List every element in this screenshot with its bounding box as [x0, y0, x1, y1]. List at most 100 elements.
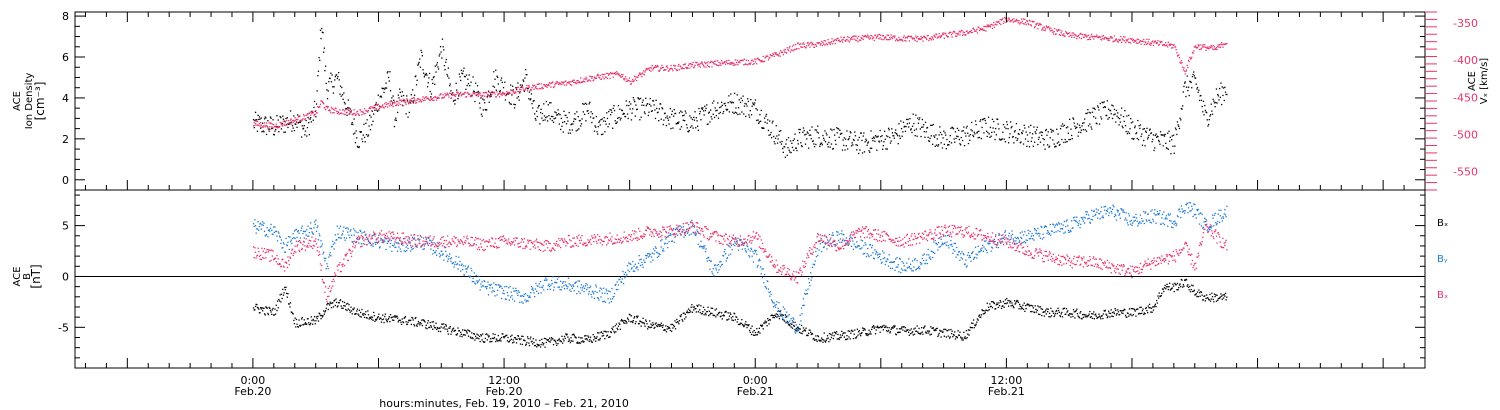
ion-density-series-point [821, 144, 823, 146]
ion-density-series-point [1152, 138, 1154, 141]
bx-series-point [1073, 311, 1075, 313]
ion-density-series-point [645, 105, 647, 107]
ion-density-series-point [618, 116, 620, 119]
bx-series-point [667, 325, 669, 328]
vx-series-point [730, 63, 733, 65]
vx-series-point [522, 87, 524, 89]
vx-series-point [967, 32, 969, 34]
by-series-point [508, 299, 510, 301]
ion-density-series-point [1079, 126, 1081, 129]
vx-series-point [900, 39, 902, 41]
vx-series-point [597, 74, 599, 76]
vx-series-point [541, 86, 544, 88]
ion-density-series-point [1208, 123, 1210, 126]
bx-series-point [647, 328, 649, 330]
ion-density-series-point [1037, 143, 1039, 146]
bx-series-point [1122, 310, 1125, 312]
ion-density-series-point [1035, 132, 1037, 135]
bx-series-point [926, 330, 929, 332]
ion-density-series-point [802, 127, 805, 129]
ion-density-series-point [669, 108, 671, 110]
by-series-point [271, 233, 273, 235]
vx-series-point [820, 43, 822, 45]
bx-series-point [506, 340, 509, 342]
by-series-point [478, 279, 481, 281]
vx-series-point [742, 59, 744, 61]
ion-density-series-point [1023, 124, 1025, 126]
ion-density-series-point [385, 82, 387, 84]
ion-density-series-point [723, 103, 725, 105]
bx-series-point [400, 323, 403, 325]
bx-series-point [408, 319, 410, 321]
vx-series-point [903, 35, 905, 37]
bx-series-point [719, 316, 721, 318]
vx-series-point [455, 93, 457, 96]
by-series-point [304, 230, 307, 233]
vx-series-point [1164, 45, 1166, 47]
by-series-point [474, 282, 476, 284]
bx-series-point [363, 312, 365, 315]
bx-series-point [937, 335, 939, 338]
bx-series-point [430, 325, 432, 327]
bx-series-point [854, 329, 856, 331]
ion-density-series-point [974, 120, 977, 122]
vx-series-point [543, 84, 546, 86]
bx-series-point [413, 323, 415, 326]
vx-series-point [342, 109, 344, 111]
vx-series-point [301, 119, 303, 121]
vx-series-point [615, 71, 618, 73]
ion-density-series-point [878, 140, 880, 142]
ion-density-series-point [914, 135, 916, 137]
bx-series-point [836, 331, 838, 333]
ion-density-series-point [997, 118, 999, 120]
bx-series-point [1059, 315, 1062, 318]
vx-series-point [539, 88, 542, 90]
ion-density-series-point [538, 104, 540, 107]
vx-series-point [634, 78, 636, 80]
ion-density-series-point [961, 130, 963, 132]
ion-density-series-point [813, 146, 816, 148]
ion-density-series-point [536, 110, 538, 112]
bx-series-point [1110, 309, 1112, 311]
by-series-point [333, 248, 335, 250]
bx-series-point [412, 319, 414, 321]
ion-density-series-point [836, 127, 838, 129]
ion-density-series-point [526, 74, 528, 76]
bx-series-point [767, 318, 769, 320]
vx-series-point [392, 106, 394, 108]
bx-series-point [912, 334, 914, 336]
vx-series-point [791, 49, 793, 51]
bx-series-point [273, 314, 275, 316]
ion-density-series-point [841, 149, 844, 151]
bx-series-point [282, 294, 285, 296]
ion-density-series-point [1019, 129, 1021, 131]
ion-density-series-point [572, 123, 574, 125]
ion-density-series-point [1077, 135, 1079, 137]
bx-series-point [493, 337, 495, 340]
vx-series-point [856, 39, 858, 42]
vx-series-point [465, 96, 468, 98]
ion-density-series-point [1106, 114, 1108, 117]
vx-series-point [1108, 39, 1110, 42]
bx-series-point [1115, 309, 1117, 311]
vx-series-point [1030, 25, 1032, 27]
vx-series-point [414, 102, 416, 104]
bx-series-point [1223, 293, 1225, 296]
ion-density-series-point [817, 132, 820, 134]
bx-series-point [263, 307, 265, 309]
ion-density-series-point [631, 112, 633, 114]
vx-series-point [780, 50, 782, 52]
ion-density-series-point [662, 123, 664, 126]
bx-series-point [626, 322, 628, 324]
ion-density-series-point [1017, 132, 1019, 135]
vx-series-point [543, 84, 545, 86]
ion-density-series-point [1060, 125, 1062, 127]
vx-series-point [614, 72, 616, 74]
bx-series-point [1065, 308, 1068, 310]
bx-series-point [678, 323, 680, 325]
ion-density-series-point [743, 113, 745, 115]
vx-series-point [854, 39, 857, 41]
by-series-point [258, 229, 260, 231]
by-series-point [535, 282, 537, 285]
bx-series-point [486, 339, 488, 341]
